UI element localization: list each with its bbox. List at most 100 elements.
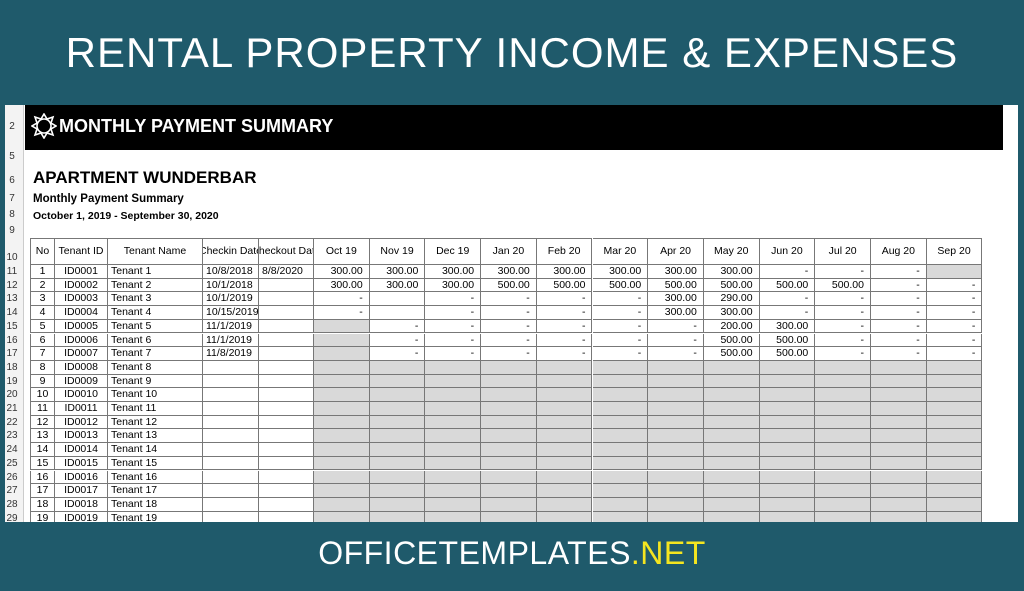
payment-cell xyxy=(759,388,816,402)
payment-cell: 300.00 xyxy=(648,292,704,307)
payment-cell xyxy=(703,511,760,522)
tenant-cell: ID0015 xyxy=(55,456,108,471)
payment-cell xyxy=(536,456,593,471)
row-number: 19 xyxy=(6,375,18,387)
tenant-cell: 12 xyxy=(30,415,55,430)
payment-cell xyxy=(759,484,816,498)
tenant-cell xyxy=(259,347,314,361)
payment-cell xyxy=(536,443,593,457)
payment-cell: - xyxy=(926,319,983,334)
tenant-cell: Tenant 3 xyxy=(108,292,203,307)
tenant-cell xyxy=(259,497,314,512)
column-header: Checkout Date xyxy=(259,238,314,265)
payment-cell xyxy=(536,429,593,444)
payment-cell xyxy=(481,429,537,444)
tenant-cell: ID0018 xyxy=(55,497,108,512)
payment-cell xyxy=(759,443,816,457)
tenant-cell: 10 xyxy=(30,388,55,402)
payment-cell xyxy=(648,374,704,389)
column-header: Oct 19 xyxy=(314,238,370,265)
column-header: Tenant ID xyxy=(55,238,108,265)
row-number: 14 xyxy=(6,307,18,319)
payment-cell xyxy=(815,402,871,416)
payment-cell: - xyxy=(926,292,983,307)
payment-cell xyxy=(369,402,426,416)
payment-cell: - xyxy=(815,292,871,307)
payment-cell xyxy=(369,374,426,389)
payment-cell xyxy=(425,429,482,444)
tenant-cell: Tenant 11 xyxy=(108,402,203,416)
payment-cell xyxy=(592,429,649,444)
payment-cell: 500.00 xyxy=(703,333,760,348)
tenant-cell: Tenant 5 xyxy=(108,319,203,334)
payment-cell: - xyxy=(926,278,983,293)
tenant-cell: 4 xyxy=(30,306,55,320)
tenant-cell: 19 xyxy=(30,511,55,522)
payment-cell xyxy=(314,429,370,444)
payment-cell: - xyxy=(536,347,593,361)
tenant-cell: Tenant 10 xyxy=(108,388,203,402)
payment-cell xyxy=(481,511,537,522)
payment-cell xyxy=(481,360,537,375)
tenant-cell: 3 xyxy=(30,292,55,307)
payment-cell xyxy=(536,497,593,512)
tenant-cell: 13 xyxy=(30,429,55,444)
payment-cell xyxy=(815,470,871,485)
footer: OFFICETEMPLATES.NET xyxy=(0,522,1024,591)
payment-cell xyxy=(314,511,370,522)
tenant-cell xyxy=(203,360,259,375)
tenant-cell: ID0009 xyxy=(55,374,108,389)
tenant-cell: Tenant 15 xyxy=(108,456,203,471)
row-number: 27 xyxy=(6,485,18,497)
payment-cell xyxy=(592,511,649,522)
payment-cell xyxy=(536,470,593,485)
payment-cell xyxy=(815,443,871,457)
payment-cell xyxy=(648,443,704,457)
tenant-cell: 10/1/2018 xyxy=(203,278,259,293)
payment-cell: 500.00 xyxy=(759,347,816,361)
payment-cell: - xyxy=(926,333,983,348)
payment-cell xyxy=(369,429,426,444)
tenant-cell: Tenant 7 xyxy=(108,347,203,361)
payment-cell: - xyxy=(536,333,593,348)
banner: MONTHLY PAYMENT SUMMARY xyxy=(25,105,1003,150)
payment-cell: - xyxy=(425,333,482,348)
payment-cell: - xyxy=(592,319,649,334)
payment-cell xyxy=(703,429,760,444)
payment-cell xyxy=(536,388,593,402)
tenant-cell: 7 xyxy=(30,347,55,361)
payment-cell xyxy=(648,511,704,522)
tenant-cell: ID0016 xyxy=(55,470,108,485)
payment-cell xyxy=(648,388,704,402)
tenant-cell: 5 xyxy=(30,319,55,334)
payment-cell xyxy=(703,484,760,498)
payment-cell xyxy=(871,511,927,522)
payment-cell xyxy=(648,470,704,485)
tenant-cell: ID0005 xyxy=(55,319,108,334)
payment-cell: 300.00 xyxy=(425,278,482,293)
payment-cell: - xyxy=(536,292,593,307)
payment-cell: - xyxy=(592,333,649,348)
payment-cell: 300.00 xyxy=(703,265,760,279)
payment-cell: - xyxy=(815,347,871,361)
payment-cell: - xyxy=(425,292,482,307)
tenant-cell: Tenant 8 xyxy=(108,360,203,375)
row-number: 13 xyxy=(6,293,18,305)
tenant-cell xyxy=(259,374,314,389)
payment-cell xyxy=(703,360,760,375)
tenant-cell: Tenant 1 xyxy=(108,265,203,279)
payment-cell: - xyxy=(648,319,704,334)
payment-cell xyxy=(481,374,537,389)
column-header: Apr 20 xyxy=(648,238,704,265)
payment-cell xyxy=(314,484,370,498)
payment-cell xyxy=(481,443,537,457)
payment-cell xyxy=(871,484,927,498)
payment-cell xyxy=(871,360,927,375)
payment-cell: 500.00 xyxy=(592,278,649,293)
payment-cell xyxy=(481,497,537,512)
payment-cell xyxy=(314,497,370,512)
payment-cell xyxy=(536,415,593,430)
payment-cell xyxy=(871,374,927,389)
payment-cell xyxy=(369,360,426,375)
